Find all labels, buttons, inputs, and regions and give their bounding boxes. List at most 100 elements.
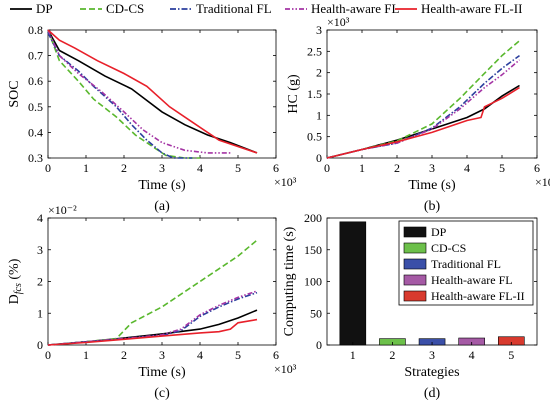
bar-legend-label: Health-aware FL-II: [431, 289, 525, 303]
legend-item: DP: [10, 1, 53, 16]
y-tick-label: 4: [37, 211, 43, 225]
bar-legend-swatch: [403, 274, 427, 286]
x-tick-label: 2: [121, 348, 127, 362]
series-line: [47, 239, 258, 346]
x-tick-label: 5: [499, 161, 505, 175]
panel-label: (b): [424, 199, 441, 214]
y-tick-label: 0.3: [28, 151, 43, 165]
x-tick-label: 1: [83, 348, 89, 362]
y-tick-label: 0.5: [28, 100, 43, 114]
y-axis-label: Dfcs (%): [7, 258, 24, 304]
chart-panel-b: 0 1 2 3 4 5 6 0 0.5 1 1.5 2 2.5 3 ×10³ ×10³ Time (s) HC (…: [286, 15, 550, 214]
x-tick-label: 4: [197, 161, 203, 175]
y-tick-label: 3: [37, 243, 43, 257]
x-tick-label: 2: [121, 161, 127, 175]
x-axis-label: Strategies: [404, 365, 459, 380]
y-tick-label: 1.5: [307, 87, 322, 101]
legend-label: CD-CS: [106, 1, 144, 16]
legend-label: DP: [36, 1, 53, 16]
bar-legend-label: DP: [431, 225, 447, 239]
bar-legend-swatch: [403, 290, 427, 302]
y-tick-label: 100: [304, 275, 322, 289]
x-tick-label: 2: [394, 161, 400, 175]
x-tick-label: 0: [45, 348, 51, 362]
legend-label: Health-aware FL: [311, 1, 399, 16]
series-line: [326, 86, 520, 159]
x-tick-label: 1: [83, 161, 89, 175]
y-tick-label: 150: [304, 243, 322, 257]
y-tick-label: 1: [37, 306, 43, 320]
x-tick-label: 1: [359, 161, 365, 175]
x-tick-label: 6: [273, 161, 279, 175]
x-axis-label: Time (s): [138, 178, 186, 193]
y-tick-label: 0.8: [28, 23, 43, 37]
y-tick-label: 2: [316, 66, 322, 80]
series-line: [47, 29, 258, 154]
x-tick-label: 4: [469, 348, 475, 362]
panel-label: (d): [424, 386, 441, 401]
series-line: [47, 309, 258, 346]
series-line: [47, 29, 258, 154]
y-tick-label: 0: [316, 151, 322, 165]
series-line: [47, 29, 200, 159]
x-tick-label: 3: [429, 161, 435, 175]
y-exponent: ×10³: [327, 15, 350, 29]
y-tick-label: 2.5: [307, 44, 322, 58]
x-tick-label: 2: [389, 348, 395, 362]
x-exponent: ×10³: [274, 175, 297, 189]
series-line: [47, 318, 258, 346]
legend-item: Health-aware FL-II: [395, 1, 522, 16]
legend-label: Health-aware FL-II: [421, 1, 522, 16]
y-axis-label: Computing time (s): [282, 226, 297, 336]
chart-panel-a: 0 1 2 3 4 5 6 0.3 0.4 0.5 0.6 0.7 0.8 ×10³ Time (s) SOC…: [7, 23, 297, 214]
y-tick-label: 0: [37, 338, 43, 352]
series-line: [47, 290, 258, 346]
bar-legend: DP CD-CS Traditional FL Health-aware FL Heal…: [398, 220, 534, 306]
x-tick-label: 0: [324, 161, 330, 175]
y-tick-label: 0.6: [28, 74, 43, 88]
x-tick-label: 3: [159, 161, 165, 175]
x-tick-label: 5: [508, 348, 514, 362]
series-line: [47, 29, 231, 154]
legend: DP CD-CS Traditional FL Health-aware FL Heal…: [10, 1, 522, 16]
x-tick-label: 0: [45, 161, 51, 175]
y-tick-label: 0: [316, 338, 322, 352]
x-tick-label: 5: [235, 161, 241, 175]
x-exponent: ×10³: [274, 362, 297, 376]
legend-item: Health-aware FL: [285, 1, 399, 16]
x-axis-label: Time (s): [408, 178, 456, 193]
x-tick-label: 3: [159, 348, 165, 362]
y-tick-label: 0.7: [28, 49, 43, 63]
legend-label: Traditional FL: [196, 1, 272, 16]
x-tick-label: 4: [464, 161, 470, 175]
y-tick-label: 0.4: [28, 125, 43, 139]
series-line: [326, 59, 521, 159]
bar-legend-swatch: [403, 242, 427, 254]
x-tick-label: 1: [350, 348, 356, 362]
chart-panel-c: 0 1 2 3 4 5 6 0 1 2 3 4 ×10³ ×10⁻² Time (s) Dfcs (%) (c): [7, 203, 297, 401]
series-line: [326, 54, 520, 159]
legend-item: Traditional FL: [170, 1, 272, 16]
bar-legend-label: CD-CS: [431, 241, 466, 255]
y-tick-label: 0.5: [307, 130, 322, 144]
x-tick-label: 6: [534, 161, 540, 175]
x-exponent: ×10³: [535, 175, 550, 189]
plot-area: [47, 29, 277, 159]
panel-label: (a): [154, 199, 170, 214]
x-tick-label: 3: [429, 348, 435, 362]
x-tick-label: 6: [273, 348, 279, 362]
x-axis-label: Time (s): [138, 365, 186, 380]
y-tick-label: 50: [310, 306, 322, 320]
y-tick-label: 3: [316, 23, 322, 37]
y-tick-label: 1: [316, 108, 322, 122]
series-line: [326, 84, 520, 159]
y-axis-label: HC (g): [286, 74, 301, 114]
series-line: [326, 40, 521, 159]
y-axis-label: SOC: [7, 80, 22, 107]
plot-area: [47, 217, 277, 346]
panel-label: (c): [154, 386, 170, 401]
bar: [339, 221, 367, 346]
bar-legend-label: Traditional FL: [431, 257, 501, 271]
